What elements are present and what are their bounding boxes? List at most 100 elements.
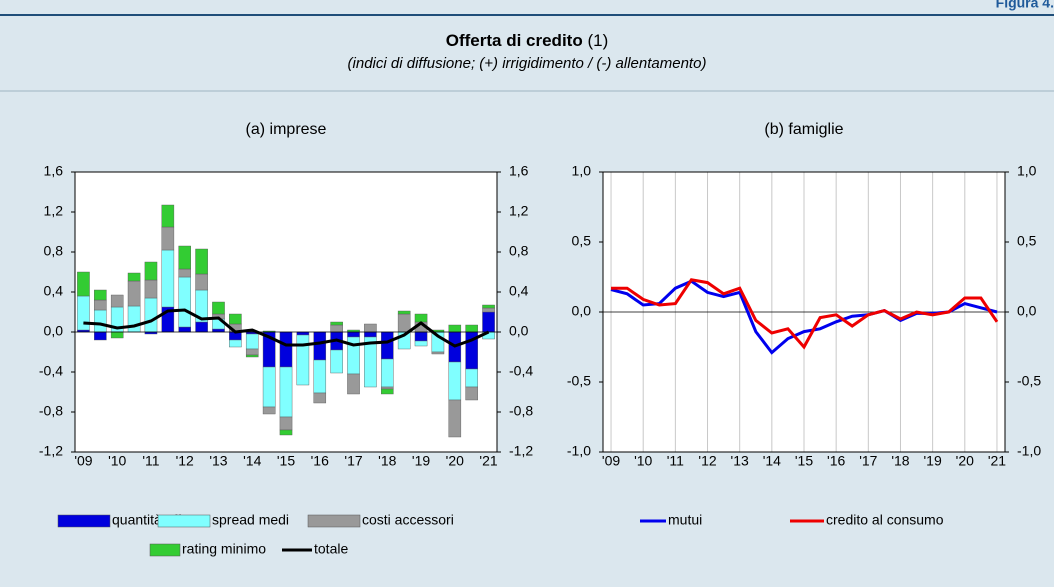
bar-segment xyxy=(313,331,327,361)
bar-segment xyxy=(178,245,191,270)
bar-segment xyxy=(465,324,478,333)
bar-segment xyxy=(161,249,175,308)
x-tick-label: '12 xyxy=(698,453,716,469)
bar-segment xyxy=(262,366,276,408)
panel-title: (b) famiglie xyxy=(764,121,843,138)
bar-segment xyxy=(347,373,360,395)
bar-segment xyxy=(94,289,107,301)
x-tick-label: '20 xyxy=(446,453,464,469)
bar-segment xyxy=(279,366,293,418)
x-tick-label: '18 xyxy=(378,453,396,469)
y-tick-label: 1,6 xyxy=(44,163,64,179)
y-tick-label: 0,0 xyxy=(44,323,64,339)
x-tick-label: '09 xyxy=(602,453,620,469)
bar-segment xyxy=(364,331,377,338)
bar-segment xyxy=(178,268,191,278)
bar-segment xyxy=(110,331,124,339)
y-tick-label: -1,0 xyxy=(567,443,591,459)
legend-swatch xyxy=(57,514,111,528)
bar-segment xyxy=(262,406,276,415)
bar-segment xyxy=(296,331,310,336)
x-tick-label: '17 xyxy=(859,453,877,469)
bar-segment xyxy=(330,324,343,333)
plot-frame xyxy=(602,171,1006,453)
bar-segment xyxy=(381,331,394,360)
bar-segment xyxy=(364,336,377,388)
bar-segment xyxy=(414,313,428,323)
y-tick-label: 1,2 xyxy=(44,203,64,219)
x-tick-label: '16 xyxy=(311,453,329,469)
legend-label: credito al consumo xyxy=(826,512,944,528)
bar-segment xyxy=(279,429,293,436)
x-tick-label: '17 xyxy=(344,453,362,469)
y2-tick-label: -0,4 xyxy=(509,363,533,379)
bar-segment xyxy=(347,331,360,338)
x-tick-label: '18 xyxy=(891,453,909,469)
y2-tick-label: -0,5 xyxy=(1017,373,1041,389)
bar-segment xyxy=(178,276,191,328)
x-tick-label: '15 xyxy=(795,453,813,469)
bar-segment xyxy=(178,326,191,333)
bar-segment xyxy=(144,297,158,333)
bar-segment xyxy=(279,416,293,431)
x-tick-label: '14 xyxy=(763,453,781,469)
bar-segment xyxy=(245,354,259,358)
y2-tick-label: 0,0 xyxy=(509,323,529,339)
bar-segment xyxy=(414,340,428,347)
y-tick-label: 0,8 xyxy=(44,243,64,259)
bar-segment xyxy=(161,204,175,228)
bar-segment xyxy=(448,324,462,333)
legend-label: totale xyxy=(314,541,348,557)
bar-segment xyxy=(110,294,124,308)
bar-segment xyxy=(397,313,411,333)
bar-segment xyxy=(313,392,327,404)
x-tick-label: '19 xyxy=(412,453,430,469)
bar-segment xyxy=(296,334,310,386)
bar-segment xyxy=(77,295,90,331)
y2-tick-label: 1,2 xyxy=(509,203,529,219)
bar-segment xyxy=(212,301,225,315)
bar-segment xyxy=(245,348,259,356)
x-tick-label: '14 xyxy=(243,453,261,469)
legend-label: spread medi xyxy=(212,512,289,528)
bar-segment xyxy=(381,388,394,395)
y-tick-label: 1,0 xyxy=(572,163,592,179)
x-tick-label: '10 xyxy=(634,453,652,469)
x-tick-label: '19 xyxy=(924,453,942,469)
bar-segment xyxy=(127,305,141,333)
legend-label: rating minimo xyxy=(182,541,266,557)
x-tick-label: '20 xyxy=(956,453,974,469)
bar-segment xyxy=(94,299,107,311)
x-tick-label: '12 xyxy=(176,453,194,469)
plot-frame xyxy=(74,171,498,453)
y-tick-label: -0,4 xyxy=(39,363,63,379)
bar-segment xyxy=(330,349,343,374)
line-series xyxy=(611,278,999,350)
x-tick-label: '11 xyxy=(142,453,159,469)
y-tick-label: 0,4 xyxy=(44,283,64,299)
x-tick-label: '16 xyxy=(827,453,845,469)
legend-swatch xyxy=(307,514,361,528)
bar-segment xyxy=(212,328,225,333)
y2-tick-label: -1,0 xyxy=(1017,443,1041,459)
bar-segment xyxy=(482,311,495,333)
bar-segment xyxy=(94,331,107,341)
bar-segment xyxy=(195,273,208,291)
bar-segment xyxy=(330,321,343,326)
bar-segment xyxy=(364,323,377,333)
bar-segment xyxy=(482,304,495,309)
bar-segment xyxy=(448,361,462,401)
y2-tick-label: 1,0 xyxy=(1017,163,1037,179)
y2-tick-label: 0,5 xyxy=(1017,233,1037,249)
bar-segment xyxy=(414,331,428,342)
bar-segment xyxy=(313,359,327,394)
bar-segment xyxy=(465,368,478,388)
bar-segment xyxy=(431,351,445,355)
y-tick-label: -0,8 xyxy=(39,403,63,419)
x-tick-label: '09 xyxy=(74,453,92,469)
y2-tick-label: 0,8 xyxy=(509,243,529,259)
y-tick-label: 0,5 xyxy=(572,233,592,249)
bar-segment xyxy=(195,321,208,333)
bar-segment xyxy=(397,310,411,315)
